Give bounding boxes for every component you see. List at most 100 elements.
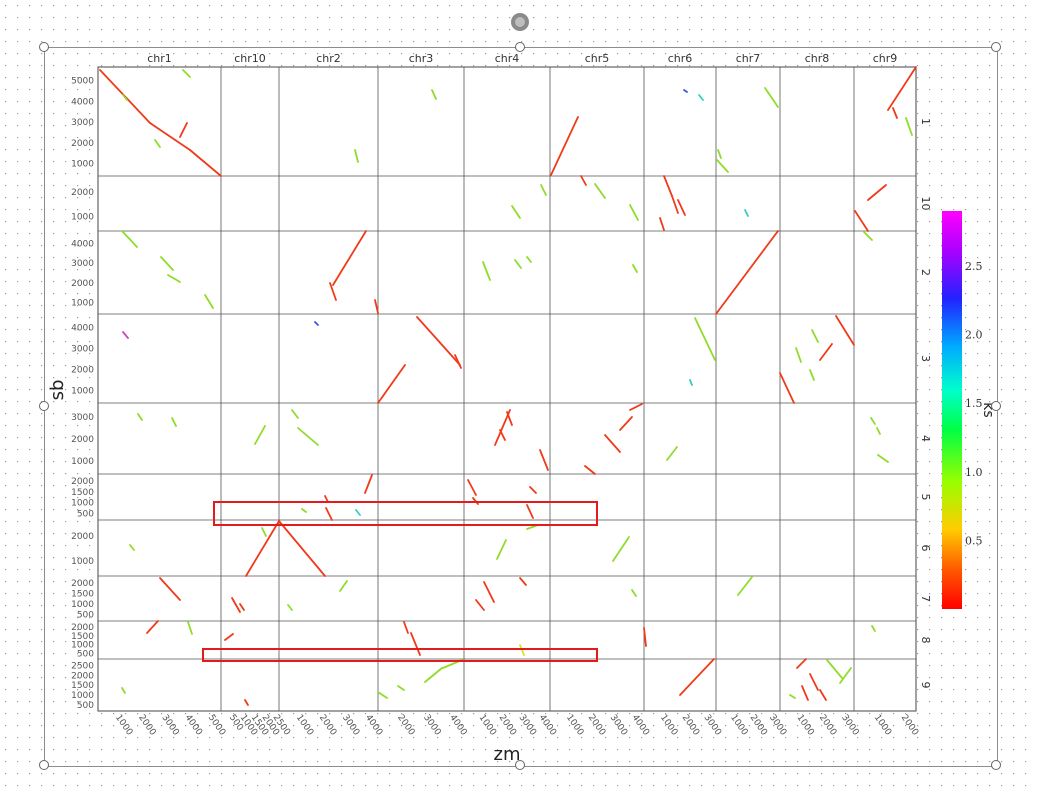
y-chromosome-label: 9 xyxy=(919,682,932,689)
y-tick-label: 2000 xyxy=(71,365,94,375)
synteny-segment xyxy=(179,122,188,138)
y-tick-label: 500 xyxy=(77,650,94,660)
synteny-segment xyxy=(744,209,749,217)
synteny-segment xyxy=(182,69,191,78)
synteny-segment xyxy=(506,411,513,426)
y-tick-label: 2000 xyxy=(71,623,94,633)
synteny-segment xyxy=(494,409,511,446)
y-tick-label: 500 xyxy=(77,611,94,621)
synteny-segment xyxy=(519,644,525,656)
x-axis-title: zm xyxy=(494,744,521,765)
synteny-segment xyxy=(149,122,191,151)
synteny-segment xyxy=(663,175,673,197)
synteny-segment xyxy=(397,685,405,691)
resize-handle-bottom-left[interactable] xyxy=(39,760,49,770)
synteny-segment xyxy=(475,599,485,611)
synteny-segment xyxy=(154,139,161,148)
synteny-segment xyxy=(519,577,527,586)
y-chromosome-label: 7 xyxy=(919,595,932,602)
synteny-segment xyxy=(540,184,547,196)
y-tick-label: 2000 xyxy=(71,532,94,542)
synteny-segment xyxy=(278,520,326,577)
rotate-handle-icon[interactable] xyxy=(511,13,529,31)
y-tick-label: 500 xyxy=(77,701,94,711)
synteny-segment xyxy=(332,230,367,286)
synteny-segment xyxy=(291,409,299,419)
synteny-segment xyxy=(410,632,421,656)
x-chromosome-label: chr3 xyxy=(409,52,434,65)
synteny-segment xyxy=(715,230,779,315)
y-tick-label: 1000 xyxy=(71,386,94,396)
synteny-segment xyxy=(187,621,193,635)
synteny-segment xyxy=(239,603,245,611)
highlight-box-lower xyxy=(202,648,598,662)
synteny-segment xyxy=(339,580,348,592)
synteny-segment xyxy=(297,427,319,446)
y-tick-label: 1000 xyxy=(71,457,94,467)
x-chromosome-label: chr1 xyxy=(147,52,172,65)
synteny-segment xyxy=(789,694,796,699)
synteny-segment xyxy=(374,299,379,314)
synteny-segment xyxy=(671,195,679,214)
synteny-segment xyxy=(683,89,688,93)
y-tick-label: 1000 xyxy=(71,641,94,651)
y-tick-label: 2000 xyxy=(71,188,94,198)
synteny-segment xyxy=(809,673,819,691)
synteny-segment xyxy=(529,486,537,494)
y-tick-label: 4000 xyxy=(71,97,94,107)
synteny-segment xyxy=(826,659,843,679)
y-tick-label: 1000 xyxy=(71,691,94,701)
highlight-box-upper xyxy=(213,501,598,526)
y-chromosome-label: 10 xyxy=(919,197,932,211)
synteny-segment xyxy=(167,274,181,283)
synteny-segment xyxy=(694,317,716,361)
y-tick-label: 2500 xyxy=(71,661,94,671)
synteny-segment xyxy=(796,658,807,669)
synteny-segment xyxy=(514,259,522,269)
y-tick-label: 1000 xyxy=(71,212,94,222)
synteny-segment xyxy=(364,474,373,494)
y-chromosome-label: 8 xyxy=(919,637,932,644)
synteny-segment xyxy=(854,210,869,232)
synteny-segment xyxy=(839,667,852,684)
x-chromosome-label: chr2 xyxy=(316,52,341,65)
y-tick-label: 3000 xyxy=(71,259,94,269)
synteny-segment xyxy=(863,231,873,241)
resize-handle-bottom-right[interactable] xyxy=(991,760,1001,770)
y-chromosome-label: 1 xyxy=(919,118,932,125)
resize-handle-top-right[interactable] xyxy=(991,42,1001,52)
colorbar-tick-label: 1.5 xyxy=(965,397,983,410)
y-tick-label: 2000 xyxy=(71,279,94,289)
synteny-segment xyxy=(231,597,241,613)
synteny-segment xyxy=(499,429,506,441)
resize-handle-top-center[interactable] xyxy=(515,42,525,52)
synteny-segment xyxy=(584,465,596,475)
synteny-segment xyxy=(159,577,181,601)
y-tick-label: 5000 xyxy=(71,76,94,86)
x-chromosome-label: chr6 xyxy=(668,52,693,65)
resize-handle-middle-right[interactable] xyxy=(991,401,1001,411)
synteny-segment xyxy=(483,581,495,603)
synteny-segment xyxy=(121,687,126,694)
y-tick-label: 1000 xyxy=(71,298,94,308)
synteny-segment xyxy=(467,479,477,496)
synteny-segment xyxy=(629,403,643,411)
synteny-segment xyxy=(431,89,437,100)
synteny-segment xyxy=(666,446,678,461)
resize-handle-bottom-center[interactable] xyxy=(515,760,525,770)
resize-handle-top-left[interactable] xyxy=(39,42,49,52)
synteny-segment xyxy=(801,685,809,701)
synteny-segment xyxy=(416,316,461,366)
synteny-segment xyxy=(137,413,143,421)
y-tick-label: 2000 xyxy=(71,139,94,149)
synteny-segment xyxy=(819,343,833,361)
y-chromosome-label: 5 xyxy=(919,494,932,501)
synteny-segment xyxy=(870,417,876,425)
synteny-segment xyxy=(325,507,333,521)
resize-handle-middle-left[interactable] xyxy=(39,401,49,411)
colorbar xyxy=(942,211,962,609)
y-tick-label: 4000 xyxy=(71,240,94,250)
synteny-segment xyxy=(737,576,753,596)
colorbar-tick-label: 2.5 xyxy=(965,260,983,273)
